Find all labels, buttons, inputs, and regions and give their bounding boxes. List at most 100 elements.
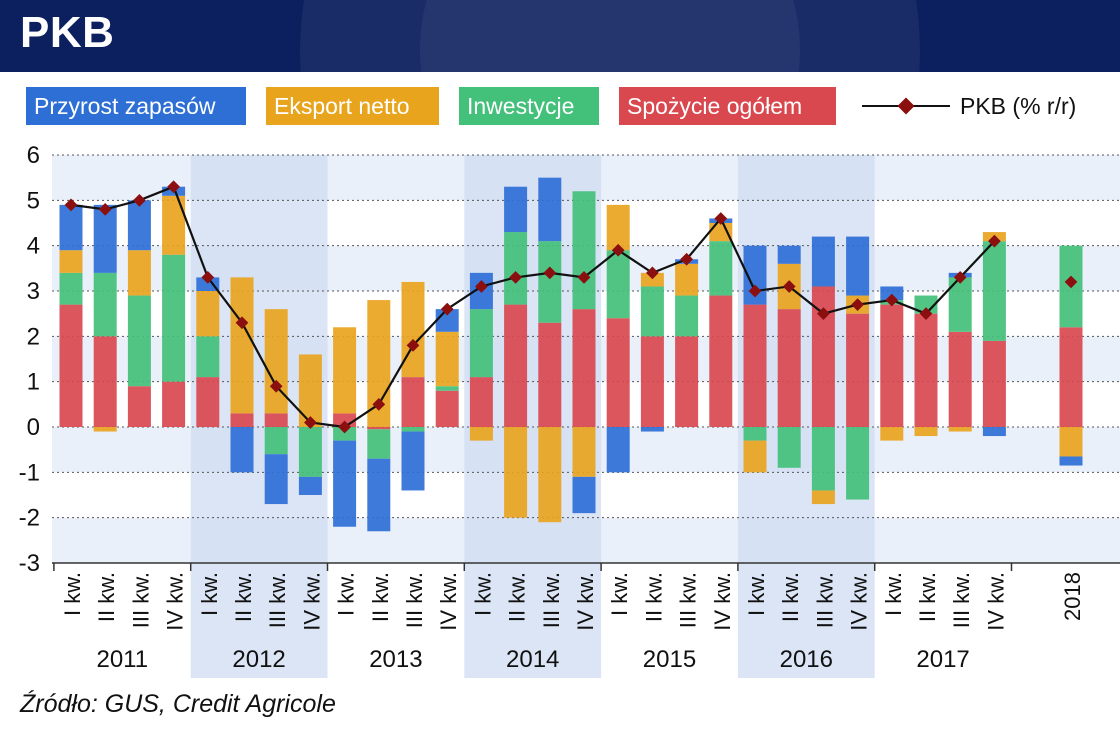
chart-title: PKB	[20, 8, 115, 57]
x-tick-label: IV kw.	[983, 572, 1008, 631]
bar-segment	[640, 427, 664, 432]
y-tick-label: 6	[27, 142, 40, 169]
bar-segment	[127, 386, 151, 427]
bar-segment	[230, 427, 254, 473]
bar-segment	[880, 286, 904, 301]
pkb-line	[70, 185, 996, 429]
bar-segment	[811, 236, 835, 287]
pkb-point	[64, 198, 78, 212]
x-tick-label: III kw.	[128, 572, 153, 628]
bar-segment	[435, 331, 459, 387]
bar-segment	[880, 427, 904, 441]
x-tick-label: I kw.	[197, 572, 222, 616]
bar-segment	[743, 440, 767, 473]
bar-segment	[846, 427, 870, 500]
y-tick-label: 4	[27, 233, 40, 260]
bar-segment	[162, 195, 186, 255]
pkb-point	[304, 416, 317, 429]
pkb-point	[133, 193, 146, 207]
y-tick-label: -1	[19, 459, 40, 486]
source-note: Źródło: GUS, Credit Agricole	[20, 690, 336, 718]
bar-segment	[196, 336, 220, 378]
bar-segment	[572, 476, 596, 514]
bar-segment	[948, 331, 972, 427]
x-tick-label: I kw.	[881, 572, 906, 616]
bar-segment	[572, 191, 596, 310]
legend-item-spozycie-ogolem: Spożycie ogółem	[619, 87, 836, 125]
bar-segment	[264, 413, 288, 427]
bar-segment	[333, 440, 357, 527]
bar-segment	[93, 427, 117, 432]
x-tick-label: III kw.	[812, 572, 837, 628]
bar-segment	[162, 254, 186, 382]
x-tick-label: II kw.	[231, 572, 256, 622]
bar-segment	[675, 336, 699, 427]
bar-segment	[811, 490, 835, 505]
bar-segment	[640, 286, 664, 337]
bar-segment	[1059, 427, 1083, 457]
x-tick-label: II kw.	[641, 572, 666, 622]
header-decoration-inner	[420, 0, 800, 72]
x-tick-label: I kw.	[470, 572, 495, 616]
bar-segment	[127, 295, 151, 387]
bar-segment	[333, 427, 357, 441]
year-label: 2015	[643, 646, 696, 673]
pkb-point	[201, 271, 215, 284]
x-tick-label: III kw.	[676, 572, 701, 628]
bar-segment	[777, 245, 801, 264]
bar-segment	[264, 309, 288, 414]
bar-segment	[777, 427, 801, 468]
x-tick-label: II kw.	[915, 572, 940, 622]
header-decoration	[300, 0, 920, 72]
bar-segment	[367, 429, 391, 459]
bar-segment	[1059, 327, 1083, 427]
x-tick-label: IV kw.	[710, 572, 735, 631]
x-tick-label: IV kw.	[299, 572, 324, 631]
bar-segment	[606, 318, 630, 427]
bar-segment	[948, 427, 972, 432]
bar-segment	[196, 277, 220, 291]
x-tick-label: I kw.	[607, 572, 632, 616]
bar-segment	[982, 427, 1006, 437]
y-tick-label: -2	[19, 505, 40, 532]
bar-segment	[538, 322, 562, 427]
bar-segment	[401, 431, 425, 491]
bar-segment	[469, 309, 493, 378]
bar-segment	[469, 427, 493, 441]
x-tick-label: II kw.	[94, 572, 119, 622]
bar-segment	[504, 304, 528, 427]
bar-segment	[846, 313, 870, 427]
pkb-point	[269, 379, 283, 393]
pkb-point	[98, 203, 112, 216]
bar-segment	[572, 427, 596, 477]
x-tick-label: I kw.	[60, 572, 85, 616]
bar-segment	[538, 241, 562, 323]
y-tick-label: -3	[19, 550, 40, 577]
pkb-point	[406, 339, 420, 352]
bar-segment	[572, 309, 596, 427]
year-label: 2014	[506, 646, 559, 673]
bar-segment	[93, 336, 117, 427]
bar-segment	[743, 427, 767, 441]
bar-segment	[367, 427, 391, 430]
legend: Przyrost zapasów Eksport netto Inwestycj…	[0, 87, 1120, 127]
bar-segment	[811, 427, 835, 491]
bar-segment	[1059, 456, 1083, 466]
x-tick-label: III kw.	[949, 572, 974, 628]
x-tick-label: II kw.	[778, 572, 803, 622]
year-label: 2012	[232, 646, 285, 673]
bar-segment	[982, 340, 1006, 427]
x-tick-label: II kw.	[505, 572, 530, 622]
legend-item-przyrost-zapasow: Przyrost zapasów	[26, 87, 246, 125]
y-tick-label: 3	[27, 278, 40, 305]
x-tick-label: III kw.	[539, 572, 564, 628]
bar-segment	[264, 427, 288, 455]
bar-segment	[606, 250, 630, 319]
bar-segment	[777, 309, 801, 427]
bar-segment	[401, 377, 425, 427]
year-label: 2013	[369, 646, 422, 673]
pkb-point	[338, 420, 351, 434]
bar-segment	[504, 232, 528, 305]
x-tick-label: IV kw.	[847, 572, 872, 631]
